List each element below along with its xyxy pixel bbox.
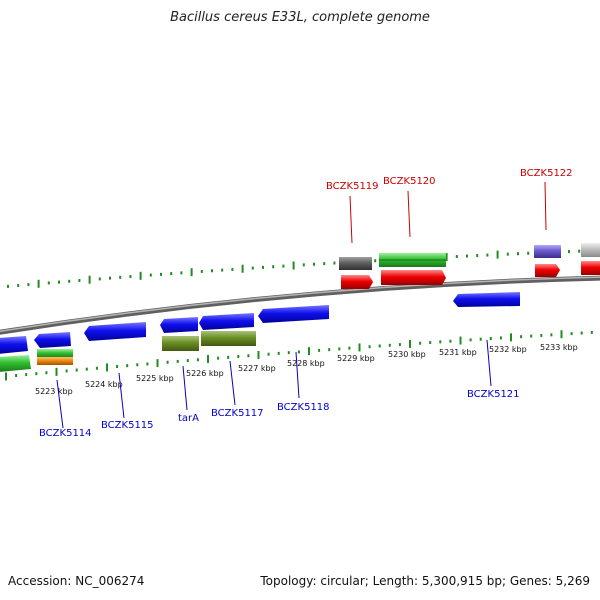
bottom-genes bbox=[0, 292, 520, 372]
gene-block-5122-purple[interactable] bbox=[534, 245, 561, 258]
scale-tick-label: 5232 kbp bbox=[489, 345, 527, 354]
gene-block-tarA-olive[interactable] bbox=[162, 336, 199, 351]
gene-arrow-5114[interactable] bbox=[34, 332, 71, 348]
gene-block-5114-green[interactable] bbox=[37, 349, 73, 358]
gene-block-edge-gray[interactable] bbox=[581, 243, 600, 257]
top-label-leaders bbox=[349, 181, 547, 244]
scale-tick-label: 5228 kbp bbox=[287, 359, 325, 368]
gene-arrow-5122[interactable] bbox=[535, 264, 560, 277]
gene-label-BCZK5121[interactable]: BCZK5121 bbox=[467, 389, 520, 400]
scale-tick-label: 5224 kbp bbox=[85, 380, 123, 389]
genome-backbone bbox=[0, 275, 600, 335]
gene-label-BCZK5122[interactable]: BCZK5122 bbox=[520, 168, 573, 179]
gene-arrow-tarA[interactable] bbox=[160, 317, 198, 333]
gene-arrow-5120[interactable] bbox=[381, 270, 446, 285]
gene-block-edge-red[interactable] bbox=[581, 261, 600, 275]
gene-arrow-5119[interactable] bbox=[341, 275, 373, 289]
gene-block-5114-orange[interactable] bbox=[37, 357, 73, 365]
scale-tick-label: 5229 kbp bbox=[337, 354, 375, 363]
genome-backbone-highlight bbox=[0, 276, 600, 332]
gene-label-BCZK5115[interactable]: BCZK5115 bbox=[101, 420, 154, 431]
gene-block-5119-gray[interactable] bbox=[339, 257, 372, 270]
scale-tick-labels: 5223 kbp 5224 kbp 5225 kbp 5226 kbp 5227 kbp… bbox=[35, 343, 578, 396]
gene-label-tarA[interactable]: tarA bbox=[178, 413, 199, 424]
top-genes bbox=[339, 243, 600, 289]
scale-tick-label: 5225 kbp bbox=[136, 374, 174, 383]
gene-label-BCZK5118[interactable]: BCZK5118 bbox=[277, 402, 330, 413]
top-gene-labels: BCZK5119 BCZK5120 BCZK5122 bbox=[326, 168, 573, 192]
scale-tick-label: 5233 kbp bbox=[540, 343, 578, 352]
scale-tick-label: 5227 kbp bbox=[238, 364, 276, 373]
gene-label-BCZK5119[interactable]: BCZK5119 bbox=[326, 181, 379, 192]
gene-label-BCZK5120[interactable]: BCZK5120 bbox=[383, 176, 436, 187]
gene-arrow-5121[interactable] bbox=[453, 292, 520, 307]
genome-summary-text: Topology: circular; Length: 5,300,915 bp… bbox=[260, 574, 590, 588]
scale-ticks bbox=[5, 330, 593, 381]
accession-text: Accession: NC_006274 bbox=[8, 574, 145, 588]
scale-tick-label: 5230 kbp bbox=[388, 350, 426, 359]
map-title: Bacillus cereus E33L, complete genome bbox=[170, 10, 430, 25]
gene-label-BCZK5117[interactable]: BCZK5117 bbox=[211, 408, 264, 419]
scale-tick-label: 5223 kbp bbox=[35, 387, 73, 396]
gene-arrow-5118[interactable] bbox=[258, 305, 329, 323]
scale-tick-label: 5231 kbp bbox=[439, 348, 477, 357]
bottom-label-leaders bbox=[56, 339, 492, 429]
bottom-gene-labels: BCZK5114 BCZK5115 tarA BCZK5117 BCZK5118 BCZK… bbox=[39, 389, 520, 439]
scale-tick-label: 5226 kbp bbox=[186, 369, 224, 378]
gene-arrow-5115[interactable] bbox=[84, 322, 146, 341]
gene-block-edge-green[interactable] bbox=[0, 355, 31, 372]
gene-label-BCZK5114[interactable]: BCZK5114 bbox=[39, 428, 92, 439]
gene-block-5117-olive[interactable] bbox=[201, 331, 256, 346]
gene-arrow-edge-blue[interactable] bbox=[0, 336, 28, 354]
gene-arrow-5117[interactable] bbox=[199, 313, 254, 330]
